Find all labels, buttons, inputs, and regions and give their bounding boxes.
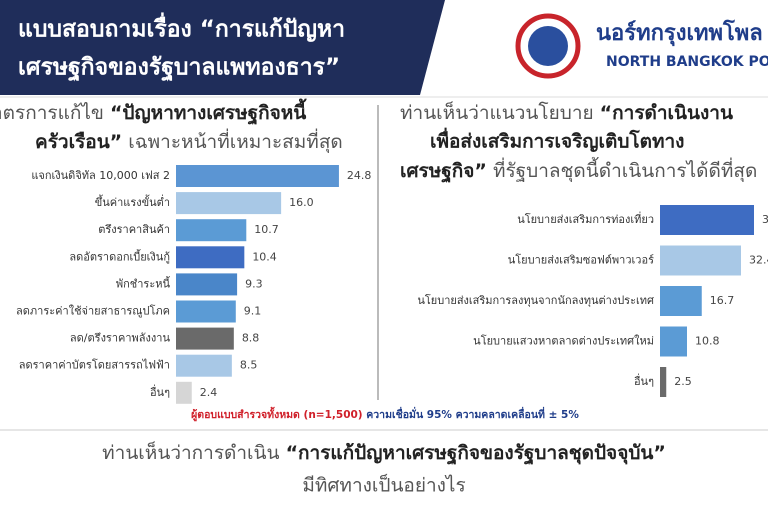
bar — [176, 246, 245, 269]
value-label: 10.8 — [695, 335, 720, 348]
category-label: ลด/ตรึงราคาพลังงาน — [70, 332, 171, 345]
value-label: 2.5 — [674, 375, 692, 388]
bar — [176, 300, 236, 323]
bar — [660, 286, 702, 316]
category-label: ลดภาระค่าใช้จ่ายสาธารณูปโภค — [16, 304, 170, 318]
value-label: 16.0 — [289, 196, 314, 209]
value-label: 37.6 — [762, 213, 768, 226]
chart-title: ท่านเห็นว่าแนวนโยบาย “การดำเนินงาน — [400, 100, 733, 124]
bar — [176, 354, 232, 377]
value-label: 8.8 — [242, 332, 259, 345]
bar — [176, 192, 282, 215]
category-label: แจกเงินดิจิทัล 10,000 เฟส 2 — [31, 169, 170, 182]
brand-th: นอร์ทกรุงเทพโพล — [596, 19, 763, 47]
category-label: ขึ้นค่าแรงขั้นต่ำ — [95, 194, 170, 209]
value-label: 32.4 — [749, 254, 768, 267]
bar — [176, 165, 339, 187]
category-label: ตรึงราคาสินค้า — [98, 223, 170, 236]
brand-en: NORTH BANGKOK POLL — [606, 54, 768, 70]
question: ท่านเห็นว่าการดำเนิน “การแก้ปัญหาเศรษฐกิ… — [102, 440, 666, 466]
value-label: 2.4 — [200, 386, 218, 399]
header-band — [0, 0, 445, 95]
bar — [660, 205, 754, 235]
category-label: อื่นๆ — [150, 384, 170, 399]
value-label: 9.1 — [244, 305, 261, 318]
bar — [176, 381, 192, 404]
chart-title: าตรการแก้ไข “ปัญหาทางเศรษฐกิจหนี้ — [0, 98, 308, 126]
header-title: เศรษฐกิจของรัฐบาลแพทองธาร” — [18, 55, 340, 82]
bar — [176, 327, 234, 350]
charts: แจกเงินดิจิทัล 10,000 เฟส 2 24.8 ขึ้นค่าแร… — [16, 165, 768, 404]
footnote: ผู้ตอบแบบสำรวจทั้งหมด (n=1,500) ความเชื่… — [191, 406, 579, 422]
bar — [660, 245, 741, 276]
question: มีทิศทางเป็นอย่างไร — [302, 473, 465, 497]
logo — [528, 26, 568, 66]
category-label: นโยบายแสวงหาตลาดต่างประเทศใหม่ — [473, 334, 654, 348]
value-label: 24.8 — [347, 169, 372, 182]
bar — [660, 326, 687, 357]
category-label: ลดอัตราดอกเบี้ยเงินกู้ — [69, 248, 170, 263]
value-label: 9.3 — [245, 277, 263, 290]
category-label: พักชำระหนี้ — [116, 275, 171, 290]
bar — [176, 219, 247, 242]
chart-title: เพื่อส่งเสริมการเจริญเติบโตทาง — [430, 128, 684, 153]
category-label: นโยบายส่งเสริมซอฟต์พาวเวอร์ — [508, 253, 654, 267]
bar — [660, 367, 667, 397]
category-label: นโยบายส่งเสริมการลงทุนจากนักลงทุนต่างประ… — [417, 293, 654, 307]
chart-title: เศรษฐกิจ” ที่รัฐบาลชุดนี้ดำเนินการได้ดีท… — [400, 157, 757, 184]
category-label: ลดราคาค่าบัตรโดยสารรถไฟฟ้า — [19, 358, 170, 372]
bar — [176, 273, 238, 296]
value-label: 8.5 — [240, 359, 258, 372]
value-label: 16.7 — [710, 294, 735, 307]
value-label: 10.4 — [252, 250, 277, 263]
category-label: นโยบายส่งเสริมการท่องเที่ยว — [517, 211, 654, 226]
chart-title: ครัวเรือน” เฉพาะหน้าที่เหมาะสมที่สุด — [35, 128, 343, 154]
header-title: แบบสอบถามเรื่อง “การแก้ปัญหา — [18, 12, 345, 43]
category-label: อื่นๆ — [634, 373, 654, 388]
value-label: 10.7 — [254, 223, 279, 236]
